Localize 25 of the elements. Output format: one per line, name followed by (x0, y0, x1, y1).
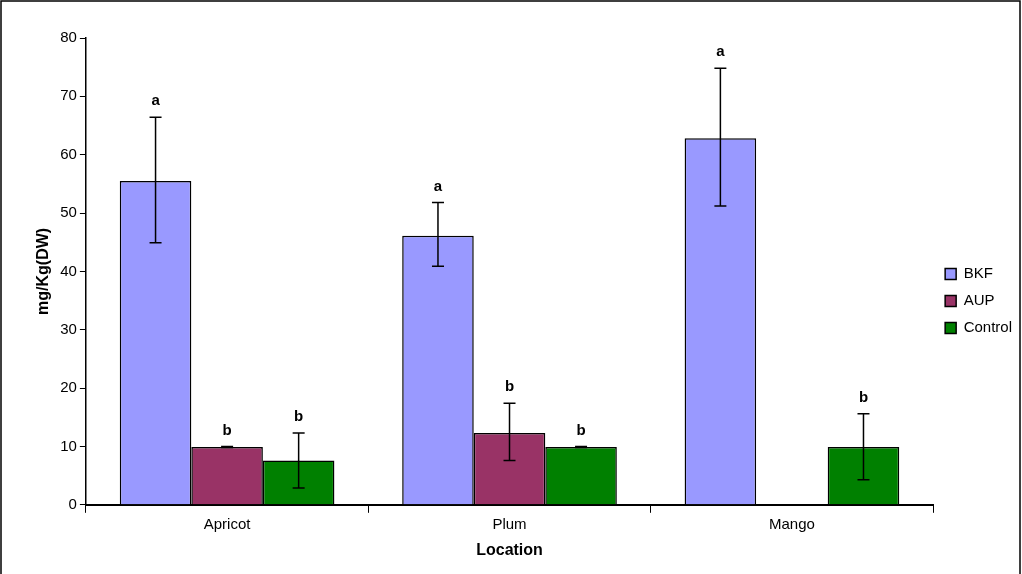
y-tick-label: 20 (60, 378, 77, 396)
annotation: a (716, 42, 726, 60)
legend-label: AUP (963, 291, 995, 309)
annotation: b (858, 387, 869, 405)
y-tick-label: 60 (60, 144, 77, 162)
annotation: b (222, 420, 232, 438)
x-tick-label: Mango (769, 514, 815, 532)
y-tick-label: 70 (60, 86, 77, 104)
y-tick-label: 80 (60, 28, 77, 46)
x-tick-label: Plum (492, 514, 527, 532)
annotation: b (576, 420, 586, 438)
y-tick-label: 10 (60, 436, 77, 454)
y-tick-label: 30 (60, 319, 77, 337)
annotation: b (294, 407, 304, 425)
annotation: a (433, 176, 443, 194)
y-tick-label: 40 (60, 261, 77, 279)
y-tick-label: 50 (60, 203, 77, 221)
annotation: a (151, 91, 161, 109)
legend-label: Control (963, 318, 1012, 336)
y-tick-label: 0 (68, 494, 77, 512)
y-axis-title: mg/Kg(DW) (34, 227, 52, 315)
legend-label: BKF (963, 264, 993, 282)
x-axis-title: Location (476, 540, 543, 558)
x-tick-label: Apricot (203, 514, 252, 532)
annotation: b (504, 377, 515, 395)
